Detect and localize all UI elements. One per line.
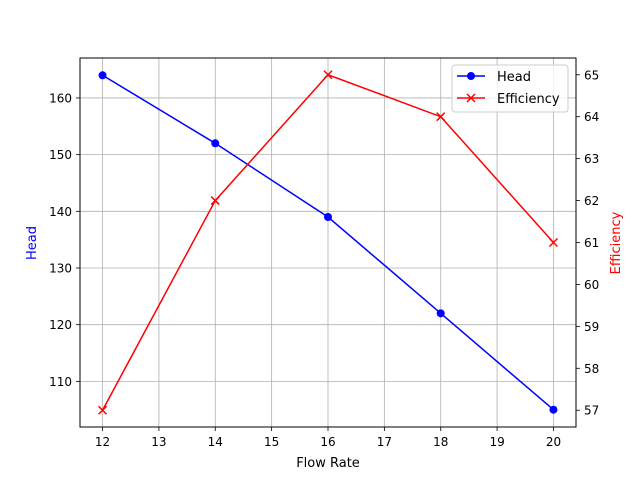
left-tick-label: 150 bbox=[49, 148, 72, 162]
left-tick-label: 120 bbox=[49, 318, 72, 332]
right-axis-label: Efficiency bbox=[609, 211, 624, 274]
x-tick-label: 18 bbox=[433, 435, 448, 449]
left-axis-ticks: 110 120 130 140 150 160 bbox=[49, 91, 80, 389]
legend-head-marker-icon bbox=[467, 72, 475, 80]
x-tick-label: 19 bbox=[489, 435, 504, 449]
x-tick-label: 16 bbox=[320, 435, 335, 449]
efficiency-point bbox=[98, 405, 108, 415]
right-tick-label: 58 bbox=[584, 362, 599, 376]
head-point bbox=[549, 405, 558, 414]
efficiency-point bbox=[436, 112, 446, 122]
legend-efficiency-x-marker-icon bbox=[466, 93, 476, 103]
head-point bbox=[98, 71, 107, 80]
right-tick-label: 65 bbox=[584, 68, 599, 82]
legend-head-label: Head bbox=[497, 70, 531, 85]
x-tick-label: 14 bbox=[208, 435, 223, 449]
right-tick-label: 60 bbox=[584, 278, 599, 292]
efficiency-point bbox=[210, 196, 220, 206]
right-tick-label: 61 bbox=[584, 236, 599, 250]
right-tick-label: 62 bbox=[584, 194, 599, 208]
x-tick-label: 17 bbox=[377, 435, 392, 449]
x-tick-label: 13 bbox=[151, 435, 166, 449]
right-tick-label: 57 bbox=[584, 404, 599, 418]
legend-efficiency-label: Efficiency bbox=[497, 92, 560, 107]
x-tick-label: 12 bbox=[95, 435, 110, 449]
right-axis-ticks: 57 58 59 60 61 62 63 64 65 bbox=[576, 68, 599, 418]
right-tick-label: 63 bbox=[584, 152, 599, 166]
left-tick-label: 130 bbox=[49, 262, 72, 276]
left-tick-label: 140 bbox=[49, 205, 72, 219]
head-point bbox=[211, 139, 220, 148]
x-axis-ticks: 12 13 14 15 16 17 18 19 20 bbox=[95, 427, 561, 449]
left-tick-label: 160 bbox=[49, 91, 72, 105]
legend: Head Efficiency bbox=[451, 64, 569, 113]
grid-lines bbox=[80, 58, 576, 427]
right-tick-label: 59 bbox=[584, 320, 599, 334]
head-point bbox=[324, 212, 332, 221]
efficiency-point bbox=[323, 70, 333, 80]
x-tick-label: 15 bbox=[264, 435, 279, 449]
head-point bbox=[436, 309, 445, 318]
series-lines bbox=[98, 70, 558, 415]
left-axis-label: Head bbox=[25, 226, 40, 260]
x-axis-label: Flow Rate bbox=[296, 456, 360, 471]
x-tick-label: 20 bbox=[546, 435, 561, 449]
right-tick-label: 64 bbox=[584, 110, 599, 124]
efficiency-point bbox=[548, 237, 558, 248]
left-tick-label: 110 bbox=[49, 375, 72, 389]
